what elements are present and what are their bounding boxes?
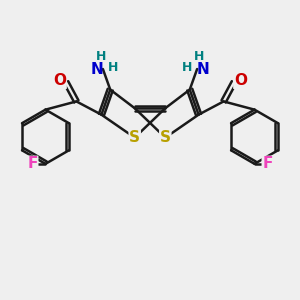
Text: F: F [262,156,273,171]
Text: O: O [53,73,66,88]
Text: F: F [27,156,38,171]
Text: H: H [194,50,204,62]
Text: S: S [160,130,171,145]
Text: H: H [182,61,192,74]
Text: N: N [197,61,210,76]
Text: H: H [108,61,118,74]
Text: N: N [90,61,103,76]
Text: H: H [96,50,106,62]
Text: S: S [129,130,140,145]
Text: O: O [234,73,247,88]
